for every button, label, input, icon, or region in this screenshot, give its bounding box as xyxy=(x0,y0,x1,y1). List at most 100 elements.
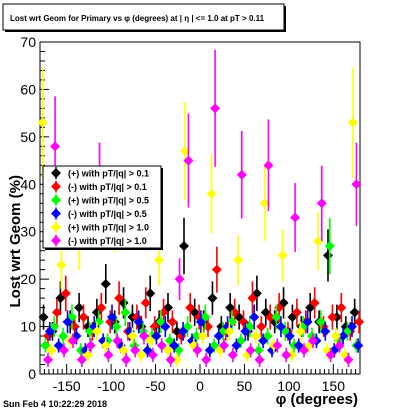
x-tick-label: 100 xyxy=(277,378,301,394)
data-point xyxy=(53,340,64,351)
data-point xyxy=(121,354,132,365)
data-point xyxy=(156,340,167,351)
data-point xyxy=(133,316,144,327)
data-point xyxy=(201,354,212,365)
x-tick-label: 150 xyxy=(322,378,346,394)
data-point xyxy=(50,141,61,152)
data-point xyxy=(56,259,67,270)
data-point xyxy=(213,331,224,342)
data-point xyxy=(60,288,71,299)
data-point xyxy=(338,331,349,342)
data-point xyxy=(140,297,151,308)
x-tick-label: -150 xyxy=(53,378,81,394)
data-point xyxy=(271,312,282,323)
data-point xyxy=(258,335,269,346)
data-point xyxy=(37,117,48,128)
data-point xyxy=(85,340,96,351)
title-box: Lost wrt Geom for Primary vs φ (degrees)… xyxy=(2,3,286,32)
y-tick-label: 10 xyxy=(20,319,36,335)
x-tick-label: 0 xyxy=(196,378,204,394)
data-point xyxy=(179,146,190,157)
data-point xyxy=(74,302,85,313)
data-point xyxy=(96,302,107,313)
data-point xyxy=(256,321,267,332)
legend: (+) with pT/|q| > 0.1 (-) with pT/|q| > 0… xyxy=(42,165,163,250)
y-tick-label: 50 xyxy=(20,129,36,145)
data-point xyxy=(315,316,326,327)
data-point xyxy=(323,250,333,261)
data-point xyxy=(51,307,62,318)
data-point xyxy=(151,331,162,342)
data-point xyxy=(307,335,318,346)
data-point xyxy=(251,331,261,342)
data-point xyxy=(254,354,265,365)
data-point xyxy=(58,331,69,342)
chart-title: Lost wrt Geom for Primary vs φ (degrees)… xyxy=(10,14,265,23)
data-point xyxy=(320,326,331,337)
data-point xyxy=(211,264,222,275)
data-point xyxy=(165,354,176,365)
data-point xyxy=(265,312,276,323)
data-point xyxy=(290,212,301,223)
timestamp: Sun Feb 4 10:22:29 2018 xyxy=(3,399,108,409)
data-point xyxy=(253,345,264,356)
data-point xyxy=(351,179,362,190)
data-point xyxy=(327,312,338,323)
data-point xyxy=(291,307,302,318)
data-point xyxy=(316,198,327,209)
data-point xyxy=(169,340,180,351)
data-point xyxy=(114,293,125,304)
data-point xyxy=(183,155,194,166)
data-point xyxy=(325,350,336,361)
data-point xyxy=(76,354,87,365)
data-point xyxy=(281,350,292,361)
data-point xyxy=(293,340,304,351)
data-point xyxy=(120,307,131,318)
y-tick-label: 70 xyxy=(20,34,36,50)
data-point xyxy=(233,255,244,266)
data-point xyxy=(62,316,73,327)
series-5 xyxy=(37,67,358,367)
legend-label: (+) with pT/|q| > 1.0 xyxy=(68,223,149,233)
y-tick-label: 0 xyxy=(28,366,36,382)
data-point xyxy=(224,326,235,337)
y-tick-label: 60 xyxy=(20,81,36,97)
data-point xyxy=(78,312,89,323)
data-point xyxy=(147,350,158,361)
data-point xyxy=(231,340,242,351)
y-tick-label: 40 xyxy=(20,176,36,192)
data-point xyxy=(145,335,156,346)
data-point xyxy=(111,321,122,332)
data-point xyxy=(245,345,256,356)
data-point xyxy=(313,236,324,247)
data-point xyxy=(302,316,313,327)
data-point xyxy=(240,326,251,337)
axis-ticks: 0 10 20 30 40 50 60 70 -150 -100 -50 0 50 100 150 xyxy=(20,34,357,394)
data-point xyxy=(277,250,288,261)
data-point xyxy=(130,345,141,356)
series-6 xyxy=(43,49,362,367)
data-point xyxy=(309,297,320,308)
data-point xyxy=(349,307,360,318)
y-tick-label: 30 xyxy=(20,224,36,240)
legend-label: (+) with pT/|q| > 0.5 xyxy=(68,196,149,206)
data-point xyxy=(204,345,215,356)
data-point xyxy=(299,345,309,356)
data-point xyxy=(334,340,345,351)
data-point xyxy=(210,103,221,114)
data-point xyxy=(324,240,335,251)
data-point xyxy=(179,240,189,251)
data-points xyxy=(37,49,365,367)
legend-label: (+) with pT/|q| > 0.1 xyxy=(68,169,149,179)
data-point xyxy=(43,354,53,365)
data-point xyxy=(286,350,297,361)
data-point xyxy=(219,340,229,351)
data-point xyxy=(139,331,149,342)
data-point xyxy=(354,316,365,327)
data-point xyxy=(343,354,354,365)
data-point xyxy=(154,255,165,266)
data-point xyxy=(103,350,114,361)
data-point xyxy=(259,198,270,209)
data-point xyxy=(127,331,138,342)
